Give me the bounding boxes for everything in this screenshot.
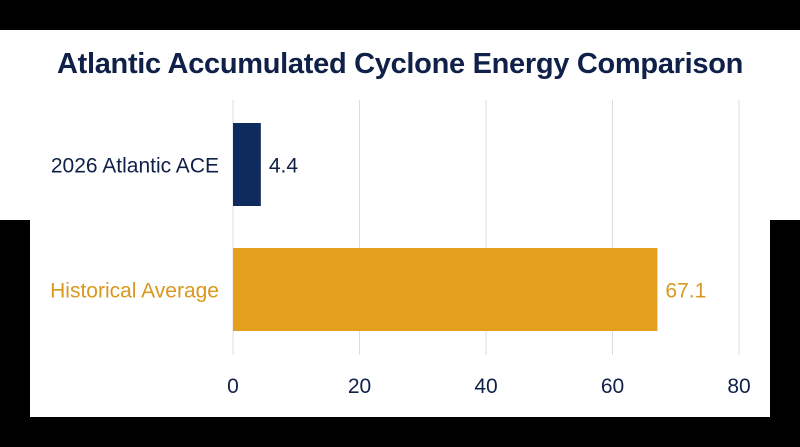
- category-label-1: Historical Average: [50, 280, 219, 303]
- frame-bottom-border: [0, 417, 800, 447]
- frame-right-border: [770, 220, 800, 447]
- x-tick-label-0: 0: [227, 375, 239, 398]
- chart-title: Atlantic Accumulated Cyclone Energy Comp…: [56, 48, 744, 80]
- frame-top-border: [0, 0, 800, 30]
- x-tick-label-2: 40: [474, 375, 497, 398]
- frame-left-border: [0, 220, 30, 447]
- bar-1: [233, 248, 658, 331]
- x-tick-label-4: 80: [727, 375, 750, 398]
- value-label-0: 4.4: [269, 155, 299, 178]
- x-tick-label-1: 20: [348, 375, 371, 398]
- x-tick-label-3: 60: [601, 375, 624, 398]
- value-label-1: 67.1: [665, 280, 706, 303]
- category-label-0: 2026 Atlantic ACE: [51, 155, 219, 178]
- bar-0: [233, 123, 261, 206]
- chart-card: [30, 30, 770, 417]
